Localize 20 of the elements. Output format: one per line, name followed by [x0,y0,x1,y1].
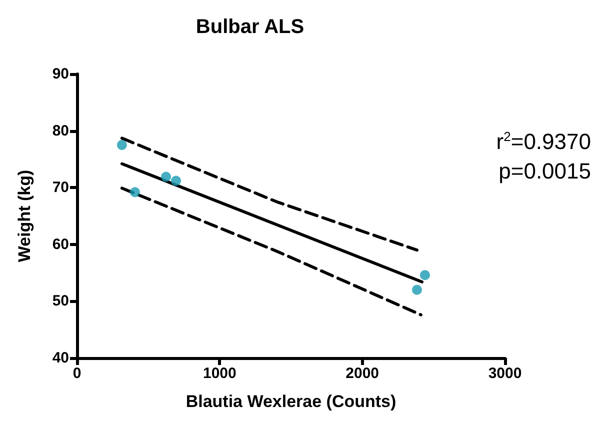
y-tick-label: 90 [52,66,69,82]
y-tick-label: 60 [52,236,69,253]
point [116,140,127,150]
x-tick-label: 0 [72,365,82,382]
x-tick-label: 2000 [346,365,380,382]
point [161,172,172,182]
point [412,284,422,295]
x-tick-label: 1000 [202,365,236,382]
annotation: p=0.0015 [498,158,592,184]
x-axis-title: Blautia Wexlerae (Counts) [186,392,396,411]
x-tick-label: 3000 [488,365,522,382]
point [171,176,182,186]
y-tick-label: 80 [52,122,69,140]
y-tick-label: 50 [52,292,69,310]
point [420,270,430,280]
y-tick-label: 70 [52,179,69,196]
y-tick-label: 40 [52,350,69,366]
chart-title: Bulbar ALS [196,16,304,38]
y-axis-title: Weight (kg) [15,170,34,262]
point [130,187,140,198]
